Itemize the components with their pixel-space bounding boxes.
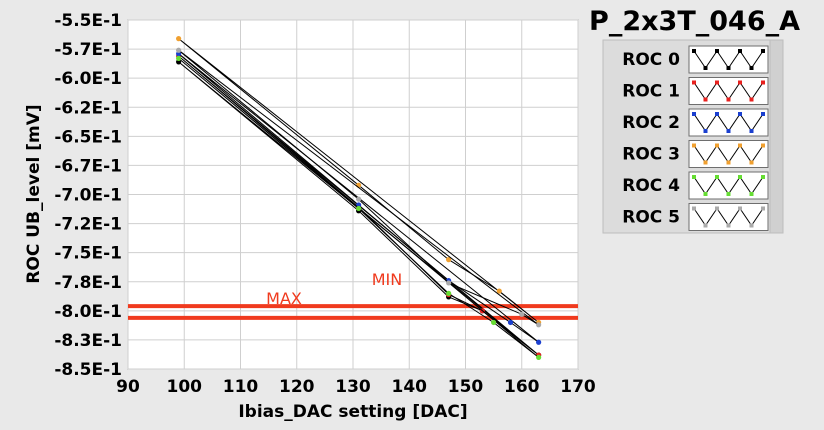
- x-tick-label: 120: [279, 377, 315, 397]
- legend-marker-roc-4: [761, 175, 765, 179]
- reference-label-min: MIN: [372, 270, 403, 289]
- legend-marker-roc-3: [749, 160, 754, 165]
- legend-label-roc-3: ROC 3: [622, 145, 680, 165]
- legend-marker-roc-0: [761, 49, 765, 53]
- legend-marker-roc-2: [738, 112, 742, 116]
- legend-marker-roc-4: [749, 192, 754, 196]
- legend-marker-roc-2: [726, 129, 731, 133]
- x-axis-title: Ibias_DAC setting [DAC]: [238, 402, 467, 422]
- legend-marker-roc-2: [692, 112, 696, 116]
- y-axis-title: ROC UB_level [mV]: [24, 104, 44, 283]
- data-point-roc-3: [446, 257, 452, 263]
- legend-scrollbar[interactable]: [769, 39, 784, 234]
- legend-marker-roc-5: [738, 206, 742, 211]
- legend-label-roc-0: ROC 0: [622, 50, 680, 70]
- legend: ROC 0 ROC 1 ROC 2 ROC 3 ROC 4 ROC 5: [602, 39, 784, 234]
- legend-label-roc-1: ROC 1: [622, 82, 680, 102]
- legend-label-roc-5: ROC 5: [622, 208, 680, 228]
- x-tick-label: 150: [448, 377, 484, 397]
- legend-marker-roc-4: [692, 175, 696, 179]
- legend-marker-roc-2: [703, 129, 708, 133]
- data-point-roc-4: [446, 290, 452, 296]
- legend-marker-roc-4: [715, 175, 719, 179]
- legend-marker-roc-5: [703, 223, 708, 228]
- legend-marker-roc-3: [715, 143, 719, 148]
- data-point-roc-3: [496, 288, 502, 294]
- legend-marker-roc-0: [749, 66, 754, 70]
- y-tick-label: -8.3E-1: [54, 331, 122, 351]
- y-tick-label: -8.0E-1: [54, 302, 122, 322]
- x-tick-label: 160: [504, 377, 540, 397]
- y-tick-label: -7.2E-1: [54, 215, 122, 235]
- data-point-roc-5: [446, 280, 452, 286]
- tick-labels: 90 100 110 120 130 140 150 160 170 -5.5E-1 -5.7E-1…: [54, 11, 596, 397]
- reference-label-max: MAX: [266, 289, 302, 308]
- data-point-roc-5: [176, 47, 182, 53]
- data-point-roc-5: [356, 196, 362, 202]
- legend-marker-roc-5: [761, 206, 765, 211]
- legend-swatch-roc-3: [688, 140, 769, 168]
- legend-marker-roc-3: [761, 143, 765, 148]
- data-point-roc-2: [536, 339, 542, 345]
- legend-marker-roc-1: [749, 97, 754, 102]
- legend-marker-roc-0: [692, 49, 696, 53]
- y-tick-label: -5.5E-1: [54, 11, 122, 31]
- legend-marker-roc-3: [738, 143, 742, 148]
- data-point-roc-3: [176, 36, 182, 42]
- legend-marker-roc-4: [738, 175, 742, 179]
- data-point-roc-5: [536, 322, 542, 328]
- chart-title: P_2x3T_046_A: [589, 6, 800, 37]
- data-point-roc-4: [356, 205, 362, 212]
- legend-label-roc-4: ROC 4: [622, 176, 680, 196]
- legend-marker-roc-1: [715, 80, 719, 85]
- grid: [127, 19, 579, 370]
- y-tick-label: -8.5E-1: [54, 360, 122, 380]
- x-tick-label: 100: [167, 377, 203, 397]
- x-tick-label: 170: [560, 377, 596, 397]
- legend-marker-roc-1: [692, 80, 696, 85]
- legend-marker-roc-2: [715, 112, 719, 116]
- legend-label-roc-2: ROC 2: [622, 113, 680, 133]
- legend-marker-roc-4: [726, 192, 731, 196]
- legend-marker-roc-1: [738, 80, 742, 85]
- y-tick-label: -6.0E-1: [54, 69, 122, 89]
- legend-swatch-roc-4: [688, 171, 769, 200]
- legend-marker-roc-3: [692, 143, 696, 148]
- data-point-roc-4: [491, 319, 497, 326]
- legend-marker-roc-1: [726, 97, 731, 102]
- legend-marker-roc-0: [738, 49, 742, 53]
- legend-marker-roc-5: [726, 223, 731, 228]
- legend-marker-roc-1: [761, 80, 765, 85]
- data-point-roc-4: [176, 55, 182, 61]
- legend-marker-roc-3: [726, 160, 731, 165]
- y-tick-label: -6.5E-1: [54, 127, 122, 147]
- legend-marker-roc-2: [761, 112, 765, 116]
- y-tick-label: -7.0E-1: [54, 186, 122, 206]
- y-tick-label: -6.2E-1: [54, 98, 122, 118]
- legend-marker-roc-1: [703, 97, 708, 102]
- y-tick-label: -6.7E-1: [54, 156, 122, 176]
- legend-marker-roc-5: [692, 206, 696, 211]
- legend-marker-roc-5: [715, 206, 719, 211]
- y-tick-label: -7.8E-1: [54, 273, 122, 293]
- data-point-roc-5: [519, 311, 525, 317]
- legend-marker-roc-5: [749, 223, 754, 228]
- x-tick-label: 110: [223, 377, 259, 397]
- legend-marker-roc-2: [749, 129, 754, 133]
- data-point-roc-2: [507, 319, 514, 326]
- legend-marker-roc-0: [726, 66, 731, 70]
- series-lines: [176, 36, 542, 360]
- legend-marker-roc-0: [703, 66, 708, 70]
- legend-marker-roc-3: [703, 160, 708, 165]
- y-tick-label: -5.7E-1: [54, 40, 122, 60]
- x-tick-label: 130: [335, 377, 371, 397]
- legend-marker-roc-0: [715, 49, 719, 53]
- x-tick-label: 90: [116, 377, 140, 397]
- x-tick-label: 140: [392, 377, 428, 397]
- y-tick-label: -7.5E-1: [54, 244, 122, 264]
- legend-swatch-roc-1: [688, 77, 769, 105]
- legend-marker-roc-4: [703, 192, 708, 196]
- data-point-roc-4: [536, 354, 542, 360]
